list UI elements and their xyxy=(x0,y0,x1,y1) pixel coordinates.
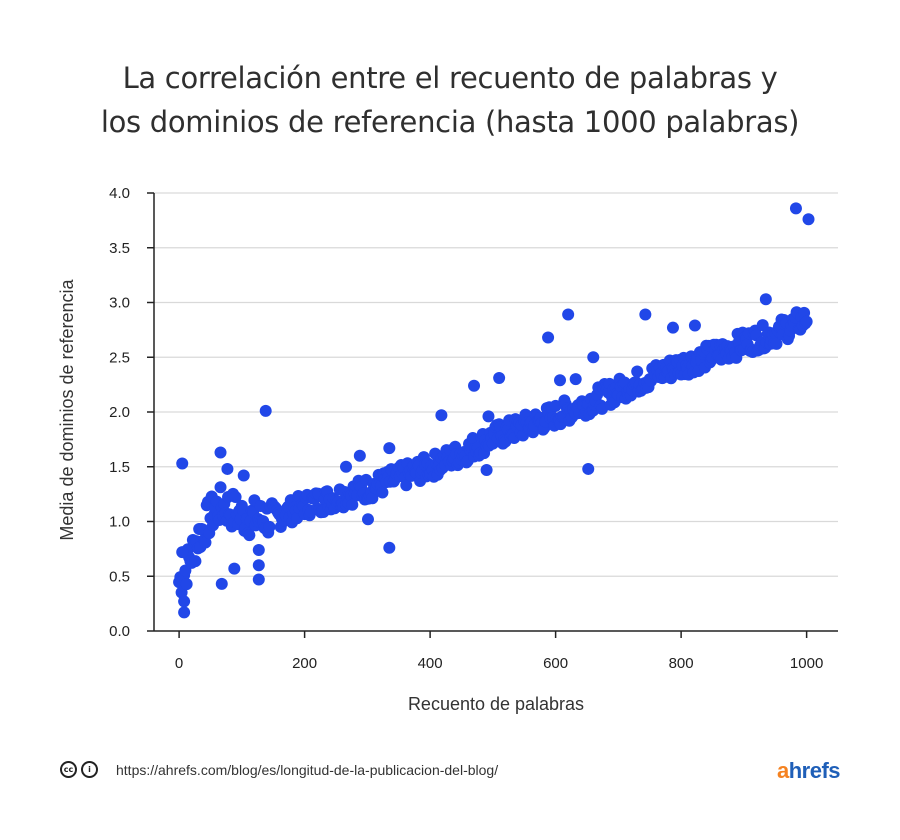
x-tick-label: 800 xyxy=(669,655,694,672)
y-tick-label: 3.5 xyxy=(109,240,130,257)
data-point-outlier xyxy=(259,404,272,417)
data-point-outlier xyxy=(802,213,815,226)
source-url[interactable]: https://ahrefs.com/blog/es/longitud-de-l… xyxy=(116,762,499,778)
data-point xyxy=(800,315,813,328)
y-tick-label: 1.5 xyxy=(109,459,130,476)
data-point-outlier xyxy=(353,449,366,462)
x-tick-label: 1000 xyxy=(790,655,823,672)
data-point-outlier xyxy=(542,331,555,344)
data-point-outlier xyxy=(587,351,600,364)
y-tick-label: 1.0 xyxy=(109,514,130,531)
logo-rest: hrefs xyxy=(788,758,841,783)
x-axis-label: Recuento de palabras xyxy=(408,694,584,714)
attribution-icon: i xyxy=(81,761,98,778)
data-point xyxy=(466,432,479,445)
data-point xyxy=(631,365,644,378)
data-point xyxy=(243,529,256,542)
data-point-outlier xyxy=(554,374,567,387)
data-point-outlier xyxy=(639,308,652,321)
data-point-outlier xyxy=(252,543,265,556)
y-tick-label: 0.5 xyxy=(109,568,130,585)
data-point-outlier xyxy=(480,464,493,477)
data-point xyxy=(770,337,783,350)
data-point-outlier xyxy=(759,293,772,306)
chart-title-line-2: los dominios de referencia (hasta 1000 p… xyxy=(100,105,800,139)
data-point xyxy=(376,486,389,499)
ahrefs-logo: ahrefs xyxy=(776,758,841,784)
data-point-outlier xyxy=(383,442,396,455)
tick-labels: 0.0 0.5 1.0 1.5 2.0 2.5 3.0 3.5 4.0 0 200 400 600 800… xyxy=(109,185,823,672)
data-point xyxy=(549,399,562,412)
chart-title-line-1: La correlación entre el recuento de pala… xyxy=(122,61,778,95)
data-point-outlier xyxy=(666,321,679,334)
data-point-outlier xyxy=(176,457,189,470)
y-axis-label: Media de dominios de referencia xyxy=(57,278,77,540)
data-point-outlier xyxy=(468,379,481,392)
data-point-outlier xyxy=(228,562,241,575)
data-point-outlier xyxy=(361,513,374,526)
x-tick-label: 200 xyxy=(292,655,317,672)
data-point-outlier xyxy=(789,202,802,215)
y-tick-label: 3.0 xyxy=(109,295,130,312)
x-tick-label: 400 xyxy=(418,655,443,672)
data-point-outlier xyxy=(435,409,448,422)
data-point-outlier xyxy=(176,546,189,559)
data-point xyxy=(366,492,379,505)
data-point xyxy=(199,536,212,549)
data-point-outlier xyxy=(178,606,191,619)
creative-commons-icon: cc xyxy=(60,761,77,778)
data-point-outlier xyxy=(569,373,582,386)
y-tick-label: 2.5 xyxy=(109,349,130,366)
data-point xyxy=(229,491,242,504)
data-point-outlier xyxy=(493,372,506,385)
data-point-outlier xyxy=(214,446,227,459)
footer: cc i https://ahrefs.com/blog/es/longitud… xyxy=(60,758,841,786)
data-point-outlier xyxy=(215,577,228,590)
data-point-outlier xyxy=(688,319,701,332)
data-point-outlier xyxy=(562,308,575,321)
data-point xyxy=(180,578,193,591)
data-point-outlier xyxy=(482,410,495,423)
axes xyxy=(147,192,838,638)
data-points xyxy=(173,202,815,619)
y-tick-label: 2.0 xyxy=(109,404,130,421)
x-tick-label: 0 xyxy=(175,655,183,672)
data-point xyxy=(263,520,276,533)
data-point xyxy=(214,481,227,494)
data-point-outlier xyxy=(582,462,595,475)
data-point-outlier xyxy=(383,541,396,554)
data-point-outlier xyxy=(252,559,265,572)
data-point-outlier xyxy=(340,460,353,473)
data-point-outlier xyxy=(178,595,191,608)
y-tick-label: 0.0 xyxy=(109,623,130,640)
scatter-chart: 0.0 0.5 1.0 1.5 2.0 2.5 3.0 3.5 4.0 0 200 400 600 800… xyxy=(57,185,838,714)
data-point xyxy=(346,498,359,511)
license-icons: cc i xyxy=(60,761,98,778)
data-point-outlier xyxy=(252,573,265,586)
data-point-outlier xyxy=(221,462,234,475)
data-point xyxy=(400,479,413,492)
logo-prefix: a xyxy=(776,758,789,783)
x-tick-label: 600 xyxy=(543,655,568,672)
chart-title: La correlación entre el recuento de pala… xyxy=(0,56,900,144)
data-point-outlier xyxy=(237,469,250,482)
gridlines xyxy=(154,192,838,577)
y-tick-label: 4.0 xyxy=(109,185,130,202)
data-point xyxy=(189,555,202,568)
